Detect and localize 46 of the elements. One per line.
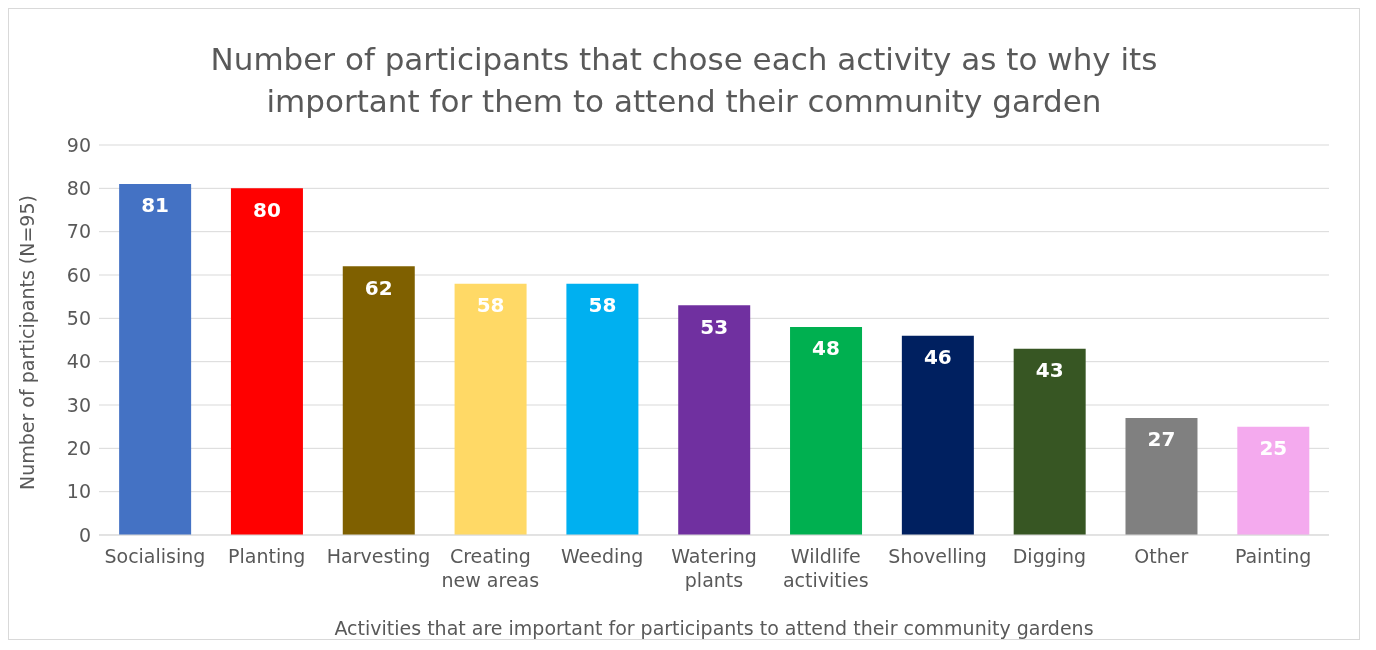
x-tick-label: Planting (228, 544, 306, 567)
bar (230, 188, 303, 535)
x-tick-label: Shovelling (888, 544, 987, 567)
x-tick-label: Creating new areas (441, 544, 540, 591)
bar (901, 335, 974, 535)
x-tick-label: Wildlife activities (782, 544, 869, 591)
bar (342, 266, 415, 535)
x-tick-label: Socialising (104, 544, 206, 567)
x-tick-label: Watering plants (671, 544, 757, 591)
x-tick-label: Other (1134, 544, 1189, 567)
data-label: 48 (812, 335, 840, 360)
bar (678, 305, 751, 535)
y-tick-label: 10 (66, 480, 91, 503)
y-tick-label: 40 (66, 350, 91, 373)
bar (1125, 417, 1198, 535)
data-label: 53 (700, 314, 729, 339)
data-label: 27 (1147, 426, 1176, 451)
bar (790, 326, 863, 535)
x-tick-label: Weeding (560, 544, 644, 567)
data-label: 58 (588, 292, 617, 317)
data-label: 43 (1035, 357, 1064, 382)
data-label: 58 (476, 292, 505, 317)
y-axis-title: Number of participants (N=95) (15, 194, 38, 490)
y-tick-label: 20 (66, 436, 91, 459)
y-tick-label: 50 (66, 306, 91, 329)
x-axis-title: Activities that are important for participants to attend their community gardens (334, 616, 1094, 639)
bar (454, 283, 527, 535)
data-label: 62 (364, 275, 393, 300)
x-tick-label: Painting (1234, 544, 1312, 567)
bar (1013, 348, 1086, 535)
bar (1237, 426, 1310, 535)
bar (566, 283, 639, 535)
data-label: 81 (141, 192, 170, 217)
x-tick-label: Harvesting (326, 544, 431, 567)
y-tick-label: 80 (66, 176, 91, 199)
x-tick-label: Digging (1012, 544, 1087, 567)
chart-title: Number of participants that chose each activity as to why its important for them to attend their community garden (209, 40, 1159, 121)
y-tick-label: 30 (66, 393, 91, 416)
data-label: 46 (923, 344, 952, 369)
y-tick-label: 0 (78, 523, 91, 546)
y-tick-label: 90 (66, 133, 91, 156)
y-tick-label: 70 (66, 220, 91, 243)
data-label: 25 (1259, 435, 1288, 460)
bar (119, 183, 192, 535)
data-label: 80 (253, 197, 281, 222)
y-tick-label: 60 (66, 263, 91, 286)
